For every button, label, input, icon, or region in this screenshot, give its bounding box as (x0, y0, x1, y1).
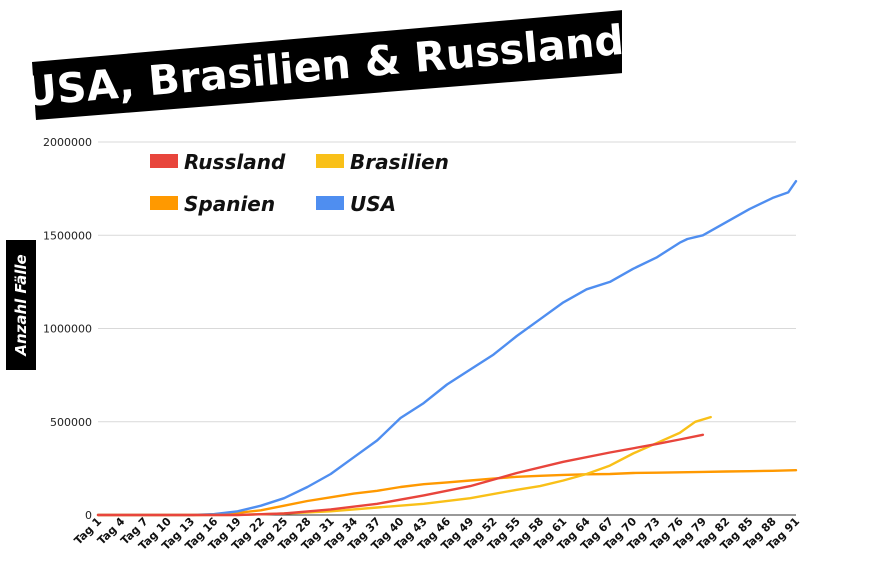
legend: Russland Brasilien Spanien USA (150, 150, 449, 216)
series-lines (96, 179, 798, 517)
legend-label-usa: USA (350, 192, 396, 216)
legend-label-russland: Russland (184, 150, 286, 174)
y-tick-label: 500000 (50, 416, 92, 429)
legend-swatch-spanien (150, 196, 178, 210)
y-tick-label: 1500000 (43, 229, 92, 242)
legend-swatch-usa (316, 196, 344, 210)
y-axis-label-background (6, 240, 36, 370)
title-banner-background (32, 10, 622, 120)
legend-label-spanien: Spanien (184, 192, 275, 216)
series-line-brasilien (96, 415, 712, 517)
y-axis-label-box: Anzahl Fälle (6, 240, 36, 370)
legend-swatch-russland (150, 154, 178, 168)
y-axis-label: Anzahl Fälle (12, 254, 30, 356)
y-tick-label: 0 (85, 509, 92, 522)
series-line-russland (96, 433, 705, 517)
title-banner: USA, Brasilien & Russland (22, 10, 622, 120)
series-line-spanien (96, 469, 798, 517)
y-tick-label: 2000000 (43, 136, 92, 149)
legend-swatch-brasilien (316, 154, 344, 168)
series-line-usa (96, 179, 798, 517)
legend-label-brasilien: Brasilien (350, 150, 449, 174)
y-tick-label: 1000000 (43, 323, 92, 336)
y-axis-tick-labels: 0 500000 1000000 1500000 2000000 (43, 136, 92, 522)
